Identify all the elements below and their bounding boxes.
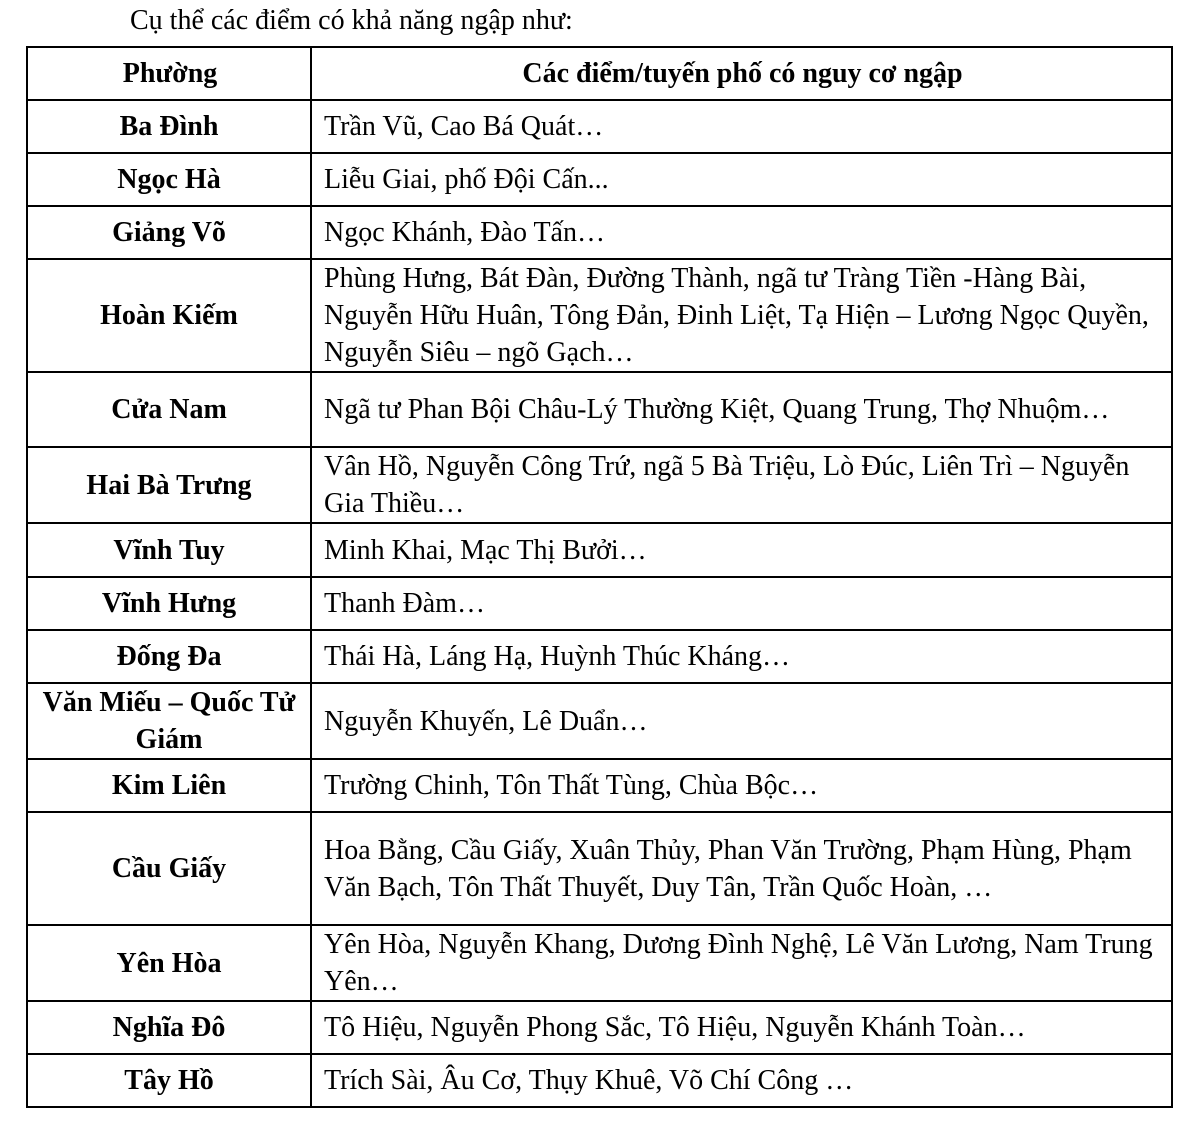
- table-row: Đống Đa Thái Hà, Láng Hạ, Huỳnh Thúc Khán…: [26, 629, 1173, 684]
- streets-cell: Minh Khai, Mạc Thị Bưởi…: [310, 522, 1173, 578]
- streets-cell: Yên Hòa, Nguyễn Khang, Dương Đình Nghệ, …: [310, 924, 1173, 1002]
- ward-cell: Hoàn Kiếm: [26, 258, 312, 373]
- ward-cell: Kim Liên: [26, 758, 312, 813]
- streets-cell: Trích Sài, Âu Cơ, Thụy Khuê, Võ Chí Công…: [310, 1053, 1173, 1108]
- table-row: Văn Miếu – Quốc Tử Giám Nguyễn Khuyến, Lê…: [26, 682, 1173, 760]
- ward-cell: Hai Bà Trưng: [26, 446, 312, 524]
- table-row: Ngọc Hà Liễu Giai, phố Đội Cấn...: [26, 152, 1173, 207]
- table-row: Vĩnh Hưng Thanh Đàm…: [26, 576, 1173, 631]
- ward-cell: Vĩnh Hưng: [26, 576, 312, 631]
- intro-text: Cụ thể các điểm có khả năng ngập như:: [130, 5, 573, 36]
- table-row: Yên Hòa Yên Hòa, Nguyễn Khang, Dương Đình…: [26, 924, 1173, 1002]
- ward-cell: Cầu Giấy: [26, 811, 312, 926]
- streets-cell: Trường Chinh, Tôn Thất Tùng, Chùa Bộc…: [310, 758, 1173, 813]
- table-row: Tây Hồ Trích Sài, Âu Cơ, Thụy Khuê, Võ Ch…: [26, 1053, 1173, 1108]
- table-header-row: Phường Các điểm/tuyến phố có nguy cơ ngậ…: [26, 46, 1173, 101]
- streets-cell: Liễu Giai, phố Đội Cấn...: [310, 152, 1173, 207]
- streets-cell: Vân Hồ, Nguyễn Công Trứ, ngã 5 Bà Triệu,…: [310, 446, 1173, 524]
- ward-cell: Yên Hòa: [26, 924, 312, 1002]
- streets-cell: Thái Hà, Láng Hạ, Huỳnh Thúc Kháng…: [310, 629, 1173, 684]
- ward-cell: Giảng Võ: [26, 205, 312, 260]
- ward-cell: Ba Đình: [26, 99, 312, 154]
- table-row: Giảng Võ Ngọc Khánh, Đào Tấn…: [26, 205, 1173, 260]
- table-row: Cửa Nam Ngã tư Phan Bội Châu-Lý Thường Ki…: [26, 371, 1173, 448]
- table-row: Nghĩa Đô Tô Hiệu, Nguyễn Phong Sắc, Tô Hi…: [26, 1000, 1173, 1055]
- streets-cell: Ngọc Khánh, Đào Tấn…: [310, 205, 1173, 260]
- ward-cell: Văn Miếu – Quốc Tử Giám: [26, 682, 312, 760]
- table-row: Hoàn Kiếm Phùng Hưng, Bát Đàn, Đường Thàn…: [26, 258, 1173, 373]
- ward-cell: Ngọc Hà: [26, 152, 312, 207]
- streets-cell: Hoa Bằng, Cầu Giấy, Xuân Thủy, Phan Văn …: [310, 811, 1173, 926]
- ward-cell: Vĩnh Tuy: [26, 522, 312, 578]
- header-streets: Các điểm/tuyến phố có nguy cơ ngập: [310, 46, 1173, 101]
- streets-cell: Nguyễn Khuyến, Lê Duẩn…: [310, 682, 1173, 760]
- streets-cell: Trần Vũ, Cao Bá Quát…: [310, 99, 1173, 154]
- header-ward: Phường: [26, 46, 312, 101]
- ward-cell: Cửa Nam: [26, 371, 312, 448]
- streets-cell: Phùng Hưng, Bát Đàn, Đường Thành, ngã tư…: [310, 258, 1173, 373]
- streets-cell: Thanh Đàm…: [310, 576, 1173, 631]
- table-row: Kim Liên Trường Chinh, Tôn Thất Tùng, Chù…: [26, 758, 1173, 813]
- streets-cell: Ngã tư Phan Bội Châu-Lý Thường Kiệt, Qua…: [310, 371, 1173, 448]
- table-row: Cầu Giấy Hoa Bằng, Cầu Giấy, Xuân Thủy, P…: [26, 811, 1173, 926]
- table-row: Hai Bà Trưng Vân Hồ, Nguyễn Công Trứ, ngã…: [26, 446, 1173, 524]
- table-row: Vĩnh Tuy Minh Khai, Mạc Thị Bưởi…: [26, 522, 1173, 578]
- ward-cell: Tây Hồ: [26, 1053, 312, 1108]
- streets-cell: Tô Hiệu, Nguyễn Phong Sắc, Tô Hiệu, Nguy…: [310, 1000, 1173, 1055]
- table-row: Ba Đình Trần Vũ, Cao Bá Quát…: [26, 99, 1173, 154]
- ward-cell: Nghĩa Đô: [26, 1000, 312, 1055]
- ward-cell: Đống Đa: [26, 629, 312, 684]
- flood-points-table: Phường Các điểm/tuyến phố có nguy cơ ngậ…: [26, 46, 1173, 1108]
